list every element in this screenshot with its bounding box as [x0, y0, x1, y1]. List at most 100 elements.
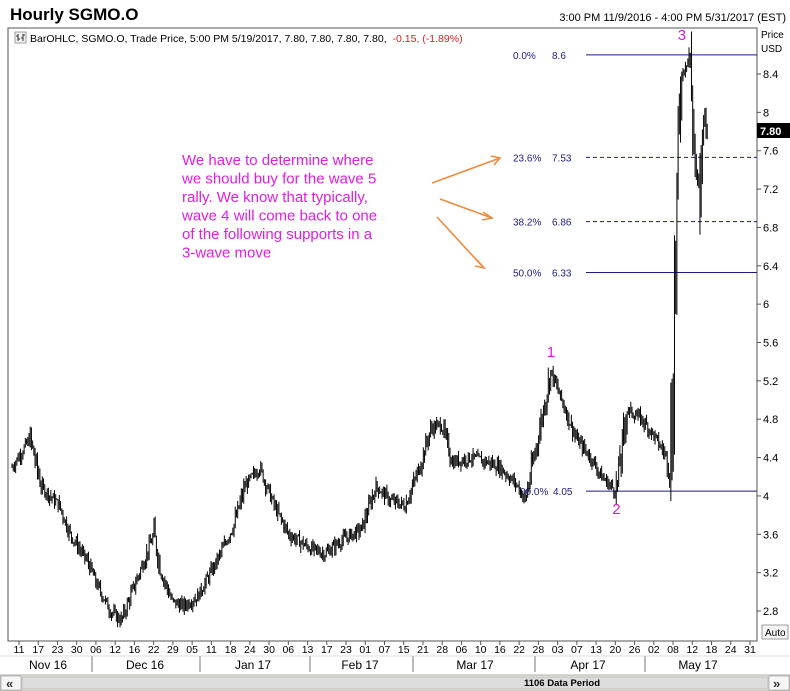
date-tick-label: 22 — [148, 644, 160, 656]
date-tick-label: 31 — [744, 644, 756, 656]
date-axis-days: 11 17 23 30 06 12 16 22 29 05 11 18 24 30 06 13 17 23 01 07… — [8, 640, 757, 656]
date-tick-label: 23 — [52, 644, 64, 656]
date-tick-label: 15 — [398, 644, 410, 656]
arrow-head-23-6-icon — [490, 155, 502, 166]
date-tick-label: 11 — [206, 644, 217, 656]
plot-area[interactable] — [7, 27, 758, 642]
data-period-label: 1106 Data Period — [524, 678, 600, 689]
fib-level-pct: 23.6% — [513, 153, 541, 164]
fib-base-pct: 00.0% — [520, 487, 548, 498]
price-tick-label: 6 — [763, 299, 769, 311]
price-tick-label: 4 — [763, 491, 769, 503]
month-label: Jan 17 — [235, 658, 271, 672]
annotation-line: We have to determine where — [182, 152, 374, 169]
last-price-label: 7.80 — [760, 126, 781, 138]
fib-level-value: 6.86 — [552, 218, 572, 229]
fib-level-pct: 0.0% — [513, 51, 536, 62]
price-tick-label: 6.8 — [763, 222, 778, 234]
date-tick-label: 07 — [571, 644, 583, 656]
legend-prefix: BarOHLC, SGMO.O, Trade Price, 5:00 PM 5/… — [30, 33, 387, 45]
date-tick-label: 18 — [706, 644, 718, 656]
annotation-line: we should buy for the wave 5 — [181, 171, 376, 188]
date-tick-label: 16 — [494, 644, 506, 656]
price-axis-unit: USD — [761, 44, 782, 55]
date-tick-label: 07 — [379, 644, 391, 656]
price-tick-label: 5.6 — [763, 338, 778, 350]
price-bars — [11, 31, 708, 628]
price-tick-label: 7.6 — [763, 146, 778, 158]
wave-label: 2 — [612, 501, 620, 518]
date-tick-label: 30 — [263, 644, 275, 656]
legend-series-icon — [14, 31, 27, 44]
price-tick-label: 7.2 — [763, 184, 778, 196]
last-price-marker — [757, 123, 790, 138]
annotation-text-block: We have to determine where we should buy … — [181, 152, 377, 262]
price-tick-label: 3.6 — [763, 529, 778, 541]
date-tick-label: 21 — [417, 644, 429, 656]
arrow-to-23-6 — [431, 157, 501, 184]
month-label: May 17 — [678, 658, 718, 672]
legend-text: BarOHLC, SGMO.O, Trade Price, 5:00 PM 5/… — [30, 33, 463, 45]
scroll-right-button[interactable] — [768, 675, 790, 691]
price-tick-label: 2.8 — [763, 606, 778, 618]
wave-labels: 1 2 3 — [547, 27, 686, 518]
price-tick-label: 4.4 — [763, 453, 778, 465]
month-label: Mar 17 — [456, 658, 494, 672]
date-tick-label: 28 — [436, 644, 448, 656]
date-tick-label: 22 — [513, 644, 525, 656]
date-tick-label: 30 — [71, 644, 83, 656]
legend-change: -0.15, (-1.89%) — [393, 33, 463, 45]
date-tick-label: 03 — [552, 644, 564, 656]
annotation-line: wave 4 will come back to one — [181, 208, 377, 225]
fib-level-value: 6.33 — [552, 268, 572, 279]
date-tick-label: 06 — [456, 644, 468, 656]
price-tick-label: 5.2 — [763, 376, 778, 388]
price-tick-label: 8 — [763, 107, 769, 119]
date-tick-label: 06 — [282, 644, 294, 656]
date-tick-label: 02 — [648, 644, 660, 656]
date-tick-label: 28 — [533, 644, 545, 656]
date-tick-label: 24 — [244, 644, 256, 656]
date-tick-label: 20 — [609, 644, 621, 656]
price-axis-ticks: 2.8 3.2 3.6 4 4.4 4.8 5.2 5.6 6 6.4 6.8 7.2 7.6 8 8.4 — [757, 69, 778, 618]
annotation-line: rally. We know that typically, — [182, 189, 368, 206]
date-tick-label: 06 — [90, 644, 102, 656]
price-tick-label: 8.4 — [763, 69, 778, 81]
month-label: Apr 17 — [570, 658, 606, 672]
date-tick-label: 12 — [686, 644, 698, 656]
month-label: Feb 17 — [341, 658, 379, 672]
date-tick-label: 17 — [32, 644, 44, 656]
chart-title: Hourly SGMO.O — [10, 5, 138, 24]
date-tick-label: 11 — [14, 644, 25, 656]
price-axis-title: Price — [761, 30, 784, 41]
date-tick-label: 10 — [475, 644, 487, 656]
arrow-to-50 — [436, 216, 485, 269]
scroll-left-button[interactable] — [0, 675, 22, 691]
date-tick-label: 26 — [629, 644, 641, 656]
fibonacci-levels: 0.0% 8.6 23.6% 7.53 38.2% 6.86 50.0% 6.33 00.0% 4… — [513, 51, 757, 498]
wave-label: 3 — [678, 27, 686, 44]
month-label: Nov 16 — [29, 658, 67, 672]
wave-label: 1 — [547, 344, 555, 361]
scroll-left-icon: « — [6, 676, 13, 691]
date-tick-label: 29 — [167, 644, 179, 656]
price-tick-label: 3.2 — [763, 568, 778, 580]
fib-level-value: 8.6 — [552, 51, 566, 62]
date-tick-label: 13 — [590, 644, 602, 656]
annotation-line: of the following supports in a — [182, 226, 373, 243]
date-tick-label: 16 — [129, 644, 141, 656]
scroll-right-icon: » — [773, 676, 780, 691]
arrow-head-38-2-icon — [481, 211, 495, 221]
date-tick-label: 08 — [667, 644, 679, 656]
date-tick-label: 05 — [186, 644, 198, 656]
date-tick-label: 17 — [321, 644, 333, 656]
date-tick-label: 12 — [109, 644, 121, 656]
price-tick-label: 4.8 — [763, 414, 778, 426]
fib-base-value: 4.05 — [553, 487, 573, 498]
fib-level-value: 7.53 — [552, 153, 572, 164]
auto-scale-button[interactable] — [761, 624, 789, 640]
annotation-arrows — [431, 155, 502, 270]
date-tick-label: 23 — [340, 644, 352, 656]
scroll-thumb[interactable] — [21, 676, 769, 690]
